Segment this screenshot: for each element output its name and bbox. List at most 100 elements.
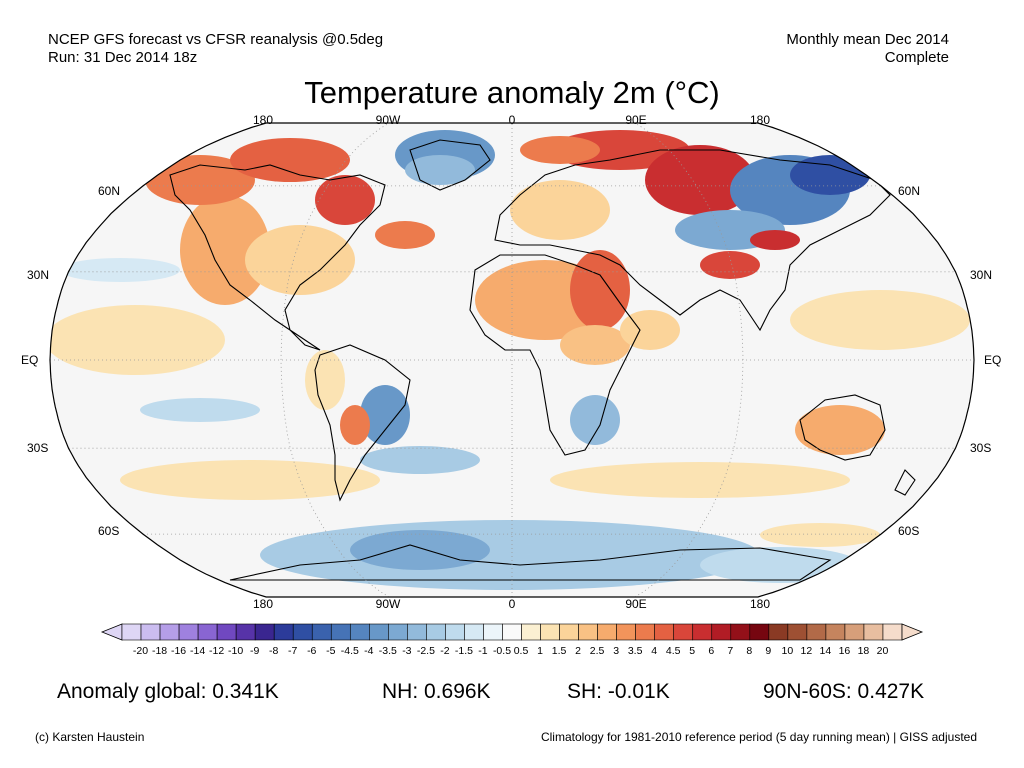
colorbar-segment xyxy=(292,623,313,641)
anomaly-blob xyxy=(180,195,270,305)
colorbar-tick-label: 4 xyxy=(651,645,657,657)
anomaly-blob xyxy=(245,225,355,295)
greenland-outline xyxy=(409,139,491,191)
lat-label-left-60s: 60S xyxy=(98,524,120,538)
colorbar-tick-label: 3.5 xyxy=(628,645,643,657)
colorbar-segment xyxy=(197,623,218,641)
anomaly-blob xyxy=(570,250,630,330)
colorbar-segment xyxy=(844,623,865,641)
africa-outline xyxy=(469,254,641,456)
meridian-line xyxy=(634,122,744,598)
lon-label-bottom-90w: 90W xyxy=(375,597,401,611)
anomaly-blob xyxy=(750,230,800,250)
colorbar-tick-label: -16 xyxy=(171,645,186,657)
anomaly-blob xyxy=(520,136,600,164)
colorbar-segment xyxy=(426,623,446,641)
anomaly-blob xyxy=(340,405,370,445)
lat-label-right-60s: 60S xyxy=(898,524,920,538)
colorbar-tick-label: -14 xyxy=(190,645,205,657)
anomaly-blob xyxy=(375,221,435,249)
colorbar-tick-label: 1 xyxy=(537,645,543,657)
lon-label-top-180e: 180 xyxy=(749,113,771,127)
anomaly-blob xyxy=(315,175,375,225)
anomaly-blob xyxy=(560,325,630,365)
colorbar-segment xyxy=(235,623,256,641)
south-america-outline xyxy=(314,344,411,502)
colorbar-segment xyxy=(692,623,713,641)
colorbar-tick-label: -1.5 xyxy=(455,645,473,657)
colorbar-tick-label: -12 xyxy=(209,645,224,657)
global-anomaly-label: Anomaly global: 0.341K xyxy=(57,680,279,703)
colorbar-tick-label: 1.5 xyxy=(552,645,567,657)
colorbar-segment xyxy=(673,623,694,641)
lon-label-top-0: 0 xyxy=(508,113,516,127)
colorbar-max-arrow xyxy=(901,623,924,641)
anomaly-blob xyxy=(50,305,225,375)
colorbar-tick-label: -4.5 xyxy=(341,645,359,657)
map-title: Temperature anomaly 2m (°C) xyxy=(304,75,720,110)
colorbar-segment xyxy=(597,623,617,641)
colorbar-segment xyxy=(407,623,427,641)
colorbar-segment xyxy=(616,623,636,641)
anomaly-blob xyxy=(60,258,180,282)
anomaly-blob xyxy=(510,180,610,240)
globe-outline xyxy=(49,122,975,598)
colorbar-tick-label: 5 xyxy=(689,645,695,657)
anomaly-blob xyxy=(405,155,475,185)
colorbar-tick-label: 16 xyxy=(839,645,851,657)
lon-label-bottom-0: 0 xyxy=(508,597,516,611)
lon-label-top-90e: 90E xyxy=(625,113,647,127)
colorbar-segment xyxy=(502,623,522,641)
anomaly-blob xyxy=(570,395,620,445)
colorbar-segment xyxy=(825,623,846,641)
colorbar-tick-label: 9 xyxy=(765,645,771,657)
new-zealand-outline xyxy=(894,469,916,496)
colorbar-segment xyxy=(540,623,560,641)
anomaly-blob xyxy=(140,398,260,422)
anomaly-field xyxy=(50,130,970,590)
colorbar-segment xyxy=(330,623,351,641)
colorbar-tick-label: -3 xyxy=(402,645,411,657)
colorbar-segment xyxy=(863,623,884,641)
colorbar-tick-label: 14 xyxy=(820,645,832,657)
colorbar-segment xyxy=(445,623,465,641)
antarctica-outline xyxy=(229,544,832,581)
colorbar-segment xyxy=(730,623,751,641)
colorbar-segment xyxy=(216,623,237,641)
lat-label-right-30n: 30N xyxy=(970,268,993,282)
colorbar-tick-label: -9 xyxy=(250,645,259,657)
climatology-note: Climatology for 1981-2010 reference peri… xyxy=(540,730,977,744)
colorbar-tick-label: 3 xyxy=(613,645,619,657)
north-america-outline xyxy=(169,164,386,351)
anomaly-blob xyxy=(360,446,480,474)
lon-label-top-90w: 90W xyxy=(375,113,401,127)
colorbar-tick-label: 12 xyxy=(801,645,813,657)
colorbar-tick-label: -7 xyxy=(288,645,297,657)
australia-outline xyxy=(799,394,886,461)
continent-outlines xyxy=(169,139,916,581)
anomaly-blob xyxy=(790,155,870,195)
lon-label-bottom-180w: 180 xyxy=(252,597,274,611)
anomaly-blob xyxy=(230,138,350,182)
colorbar-tick-label: -4 xyxy=(364,645,373,657)
colorbar-tick-label: 7 xyxy=(727,645,733,657)
anomaly-blob xyxy=(120,460,380,500)
colorbar-tick-label: 4.5 xyxy=(666,645,681,657)
colorbar-min-arrow xyxy=(100,623,123,641)
colorbar-segment xyxy=(749,623,770,641)
lat-label-left-eq: EQ xyxy=(21,353,39,367)
colorbar-segment xyxy=(464,623,484,641)
graticule xyxy=(50,122,974,598)
colorbar-tick-label: 2 xyxy=(575,645,581,657)
period-label: Monthly mean Dec 2014 xyxy=(786,31,949,48)
colorbar-tick-label: -6 xyxy=(307,645,316,657)
anomaly-blob xyxy=(305,350,345,410)
colorbar-segment xyxy=(787,623,808,641)
colorbar-tick-label: -8 xyxy=(269,645,278,657)
lon-label-bottom-180e: 180 xyxy=(749,597,771,611)
colorbar-tick-label: 20 xyxy=(877,645,889,657)
colorbar-tick-label: -10 xyxy=(228,645,243,657)
colorbar-segment xyxy=(483,623,503,641)
model-source-label: NCEP GFS forecast vs CFSR reanalysis @0.… xyxy=(48,31,384,48)
